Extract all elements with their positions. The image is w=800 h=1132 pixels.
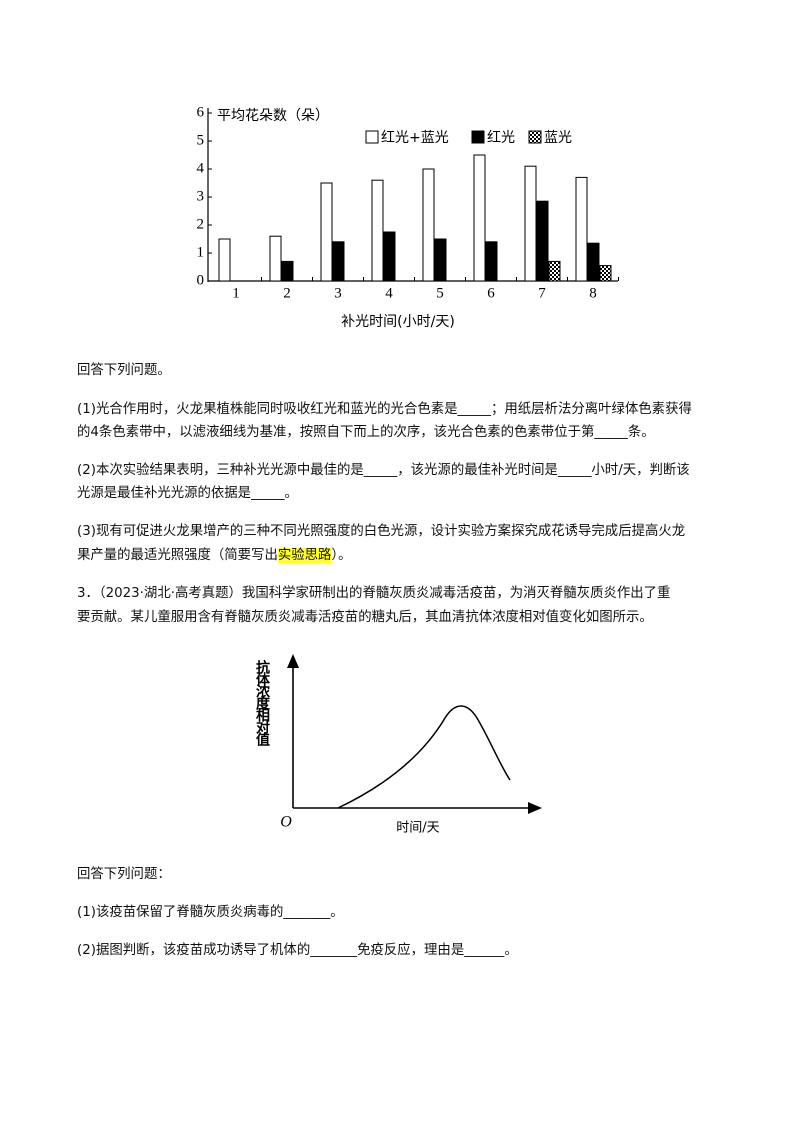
legend-swatch xyxy=(365,130,379,144)
legend-label: 红光 xyxy=(487,130,515,146)
origin-label: O xyxy=(280,814,292,831)
text-line: 的4条色素带中，以滤液细线为基准，按照自下而上的次序，该光合色素的色素带位于第_… xyxy=(77,425,655,440)
y-axis-title: 平均花朵数（朵） xyxy=(217,108,329,124)
y-label: 抗体浓度相对值 xyxy=(254,660,270,744)
x-tick-label: 5 xyxy=(436,285,444,301)
bar xyxy=(320,182,333,282)
text-line: 果产量的最适光照强度（简要写出实验思路）。 xyxy=(77,543,352,563)
y-tick-label: 5 xyxy=(197,132,205,148)
bar xyxy=(218,238,231,282)
y-tick-label: 6 xyxy=(197,104,205,120)
text-line: 光源是最佳补光光源的依据是_____。 xyxy=(77,486,298,501)
bar xyxy=(599,265,612,282)
bar xyxy=(332,241,345,282)
text: ）。 xyxy=(331,548,352,563)
x-axis-title: 补光时间(小时/天) xyxy=(341,314,455,330)
x-tick-label: 1 xyxy=(232,285,240,301)
x-tick-label: 4 xyxy=(385,285,393,301)
text-line: (1)光合作用时，火龙果植株能同时吸收红光和蓝光的光合色素是_____；用纸层析… xyxy=(77,402,692,417)
text-line: (1)该疫苗保留了脊髓灰质炎病毒的_______。 xyxy=(77,905,344,920)
y-tick-label: 3 xyxy=(197,188,205,204)
text-line: 要贡献。某儿童服用含有脊髓灰质炎减毒活疫苗的糖丸后，其血清抗体浓度相对值变化如图… xyxy=(77,610,653,625)
text-line: (2)本次实验结果表明，三种补光光源中最佳的是_____，该光源的最佳补光时间是… xyxy=(77,463,690,478)
arrow xyxy=(287,654,299,668)
x-tick-label: 3 xyxy=(334,285,342,301)
legend-swatch xyxy=(471,130,485,144)
bar xyxy=(587,242,600,282)
legend-label: 蓝光 xyxy=(544,130,572,146)
bar xyxy=(281,260,294,282)
intro: 回答下列问题。 xyxy=(77,363,171,378)
y-tick-label: 0 xyxy=(197,272,205,288)
bar xyxy=(536,200,549,282)
x-tick-label: 7 xyxy=(538,285,546,301)
legend-swatch xyxy=(528,130,542,144)
y-tick-label: 4 xyxy=(197,160,205,176)
x-tick-label: 8 xyxy=(589,285,597,301)
highlight: 实验思路 xyxy=(277,548,332,563)
x-tick-label: 6 xyxy=(487,285,495,301)
bar xyxy=(473,154,486,282)
bar xyxy=(422,168,435,282)
x-label: 时间/天 xyxy=(396,821,439,836)
text: 果产量的最适光照强度（简要写出 xyxy=(77,548,278,563)
y-tick-label: 1 xyxy=(197,244,205,260)
bar xyxy=(383,231,396,282)
legend-label: 红光+蓝光 xyxy=(381,130,449,146)
text-line: (3)现有可促进火龙果增产的三种不同光照强度的白色光源，设计实验方案探究成花诱导… xyxy=(77,524,686,539)
arrow xyxy=(528,802,542,814)
text-line: (2)据图判断，该疫苗成功诱导了机体的_______免疫反应，理由是______… xyxy=(77,943,518,958)
bar xyxy=(269,235,282,282)
bar xyxy=(524,165,537,282)
bar xyxy=(371,179,384,282)
x-tick-label: 2 xyxy=(283,285,291,301)
bar xyxy=(548,260,561,282)
curve xyxy=(337,705,511,809)
text-line: 3．（2023·湖北·高考真题）我国科学家研制出的脊髓灰质炎减毒活疫苗，为消灭脊… xyxy=(77,586,671,601)
intro: 回答下列问题： xyxy=(77,867,171,882)
bar xyxy=(434,238,447,282)
y-tick-label: 2 xyxy=(197,216,205,232)
bar-chart: 平均花朵数（朵） 补光时间(小时/天) 0 1 2 3 4 5 6 1 2 3 4 5 6 7 8 红光+蓝光… xyxy=(197,104,619,330)
bar xyxy=(485,241,498,282)
bar xyxy=(575,176,588,282)
antibody-diagram: O 时间/天 xyxy=(280,654,542,836)
